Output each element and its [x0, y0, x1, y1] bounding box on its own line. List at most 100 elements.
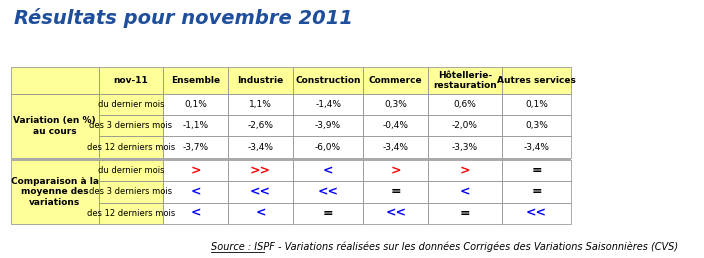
Text: Industrie: Industrie — [237, 76, 284, 85]
FancyBboxPatch shape — [99, 181, 163, 203]
FancyBboxPatch shape — [11, 158, 571, 160]
Text: -3,7%: -3,7% — [182, 143, 209, 151]
Text: <<: << — [318, 186, 339, 198]
Text: <<: << — [250, 186, 271, 198]
Text: >>: >> — [250, 164, 271, 177]
FancyBboxPatch shape — [99, 203, 163, 224]
Text: -3,3%: -3,3% — [452, 143, 478, 151]
FancyBboxPatch shape — [228, 67, 293, 94]
FancyBboxPatch shape — [293, 160, 363, 181]
Text: du dernier mois: du dernier mois — [98, 100, 164, 109]
FancyBboxPatch shape — [428, 181, 502, 203]
Text: <: < — [323, 164, 333, 177]
FancyBboxPatch shape — [428, 136, 502, 158]
Text: <<: << — [526, 207, 547, 220]
Text: -3,4%: -3,4% — [248, 143, 273, 151]
FancyBboxPatch shape — [11, 94, 99, 158]
Text: =: = — [460, 207, 470, 220]
Text: 0,1%: 0,1% — [525, 100, 548, 109]
FancyBboxPatch shape — [502, 115, 571, 136]
FancyBboxPatch shape — [502, 67, 571, 94]
Text: >: > — [460, 164, 470, 177]
Text: 0,3%: 0,3% — [384, 100, 407, 109]
Text: >: > — [391, 164, 401, 177]
FancyBboxPatch shape — [293, 115, 363, 136]
FancyBboxPatch shape — [163, 203, 228, 224]
FancyBboxPatch shape — [228, 203, 293, 224]
Text: <: < — [256, 207, 265, 220]
FancyBboxPatch shape — [502, 160, 571, 181]
FancyBboxPatch shape — [228, 181, 293, 203]
Text: -3,9%: -3,9% — [315, 122, 341, 130]
FancyBboxPatch shape — [363, 203, 428, 224]
Text: -3,4%: -3,4% — [383, 143, 408, 151]
FancyBboxPatch shape — [228, 94, 293, 115]
FancyBboxPatch shape — [428, 160, 502, 181]
FancyBboxPatch shape — [502, 94, 571, 115]
FancyBboxPatch shape — [163, 136, 228, 158]
Text: Source : ISPF - Variations réalisées sur les données Corrigées des Variations Sa: Source : ISPF - Variations réalisées sur… — [211, 242, 679, 252]
FancyBboxPatch shape — [293, 181, 363, 203]
FancyBboxPatch shape — [502, 181, 571, 203]
FancyBboxPatch shape — [228, 160, 293, 181]
FancyBboxPatch shape — [163, 181, 228, 203]
FancyBboxPatch shape — [293, 203, 363, 224]
Text: -1,1%: -1,1% — [182, 122, 209, 130]
Text: -3,4%: -3,4% — [524, 143, 549, 151]
Text: >: > — [191, 164, 201, 177]
FancyBboxPatch shape — [163, 160, 228, 181]
FancyBboxPatch shape — [99, 67, 163, 94]
FancyBboxPatch shape — [163, 67, 228, 94]
Text: Construction: Construction — [295, 76, 361, 85]
Text: <: < — [460, 186, 470, 198]
Text: 0,6%: 0,6% — [453, 100, 477, 109]
Text: =: = — [531, 186, 542, 198]
FancyBboxPatch shape — [428, 94, 502, 115]
Text: =: = — [322, 207, 334, 220]
FancyBboxPatch shape — [428, 115, 502, 136]
Text: du dernier mois: du dernier mois — [98, 166, 164, 175]
Text: des 12 derniers mois: des 12 derniers mois — [87, 143, 175, 151]
FancyBboxPatch shape — [502, 136, 571, 158]
Text: <: < — [191, 207, 201, 220]
FancyBboxPatch shape — [11, 67, 99, 94]
FancyBboxPatch shape — [99, 160, 163, 181]
FancyBboxPatch shape — [228, 136, 293, 158]
FancyBboxPatch shape — [363, 115, 428, 136]
Text: Variation (en %)
au cours: Variation (en %) au cours — [13, 116, 96, 136]
FancyBboxPatch shape — [11, 160, 99, 224]
Text: Commerce: Commerce — [369, 76, 422, 85]
FancyBboxPatch shape — [363, 67, 428, 94]
FancyBboxPatch shape — [163, 115, 228, 136]
Text: =: = — [390, 186, 401, 198]
Text: 0,3%: 0,3% — [525, 122, 548, 130]
FancyBboxPatch shape — [293, 67, 363, 94]
FancyBboxPatch shape — [293, 136, 363, 158]
Text: 1,1%: 1,1% — [249, 100, 272, 109]
FancyBboxPatch shape — [363, 160, 428, 181]
Text: 0,1%: 0,1% — [184, 100, 207, 109]
Text: Autres services: Autres services — [497, 76, 576, 85]
FancyBboxPatch shape — [99, 136, 163, 158]
Text: Résultats pour novembre 2011: Résultats pour novembre 2011 — [14, 8, 353, 28]
FancyBboxPatch shape — [428, 203, 502, 224]
FancyBboxPatch shape — [99, 94, 163, 115]
Text: <: < — [191, 186, 201, 198]
Text: =: = — [531, 164, 542, 177]
FancyBboxPatch shape — [428, 67, 502, 94]
FancyBboxPatch shape — [99, 115, 163, 136]
Text: Comparaison à la
moyenne des
variations: Comparaison à la moyenne des variations — [11, 177, 99, 207]
Text: -0,4%: -0,4% — [383, 122, 408, 130]
FancyBboxPatch shape — [163, 94, 228, 115]
Text: Ensemble: Ensemble — [171, 76, 220, 85]
FancyBboxPatch shape — [502, 203, 571, 224]
Text: des 12 derniers mois: des 12 derniers mois — [87, 209, 175, 217]
Text: -2,6%: -2,6% — [248, 122, 273, 130]
Text: -6,0%: -6,0% — [315, 143, 341, 151]
Text: -1,4%: -1,4% — [315, 100, 341, 109]
Text: -2,0%: -2,0% — [452, 122, 478, 130]
FancyBboxPatch shape — [363, 94, 428, 115]
FancyBboxPatch shape — [293, 94, 363, 115]
Text: des 3 derniers mois: des 3 derniers mois — [89, 122, 172, 130]
FancyBboxPatch shape — [363, 181, 428, 203]
